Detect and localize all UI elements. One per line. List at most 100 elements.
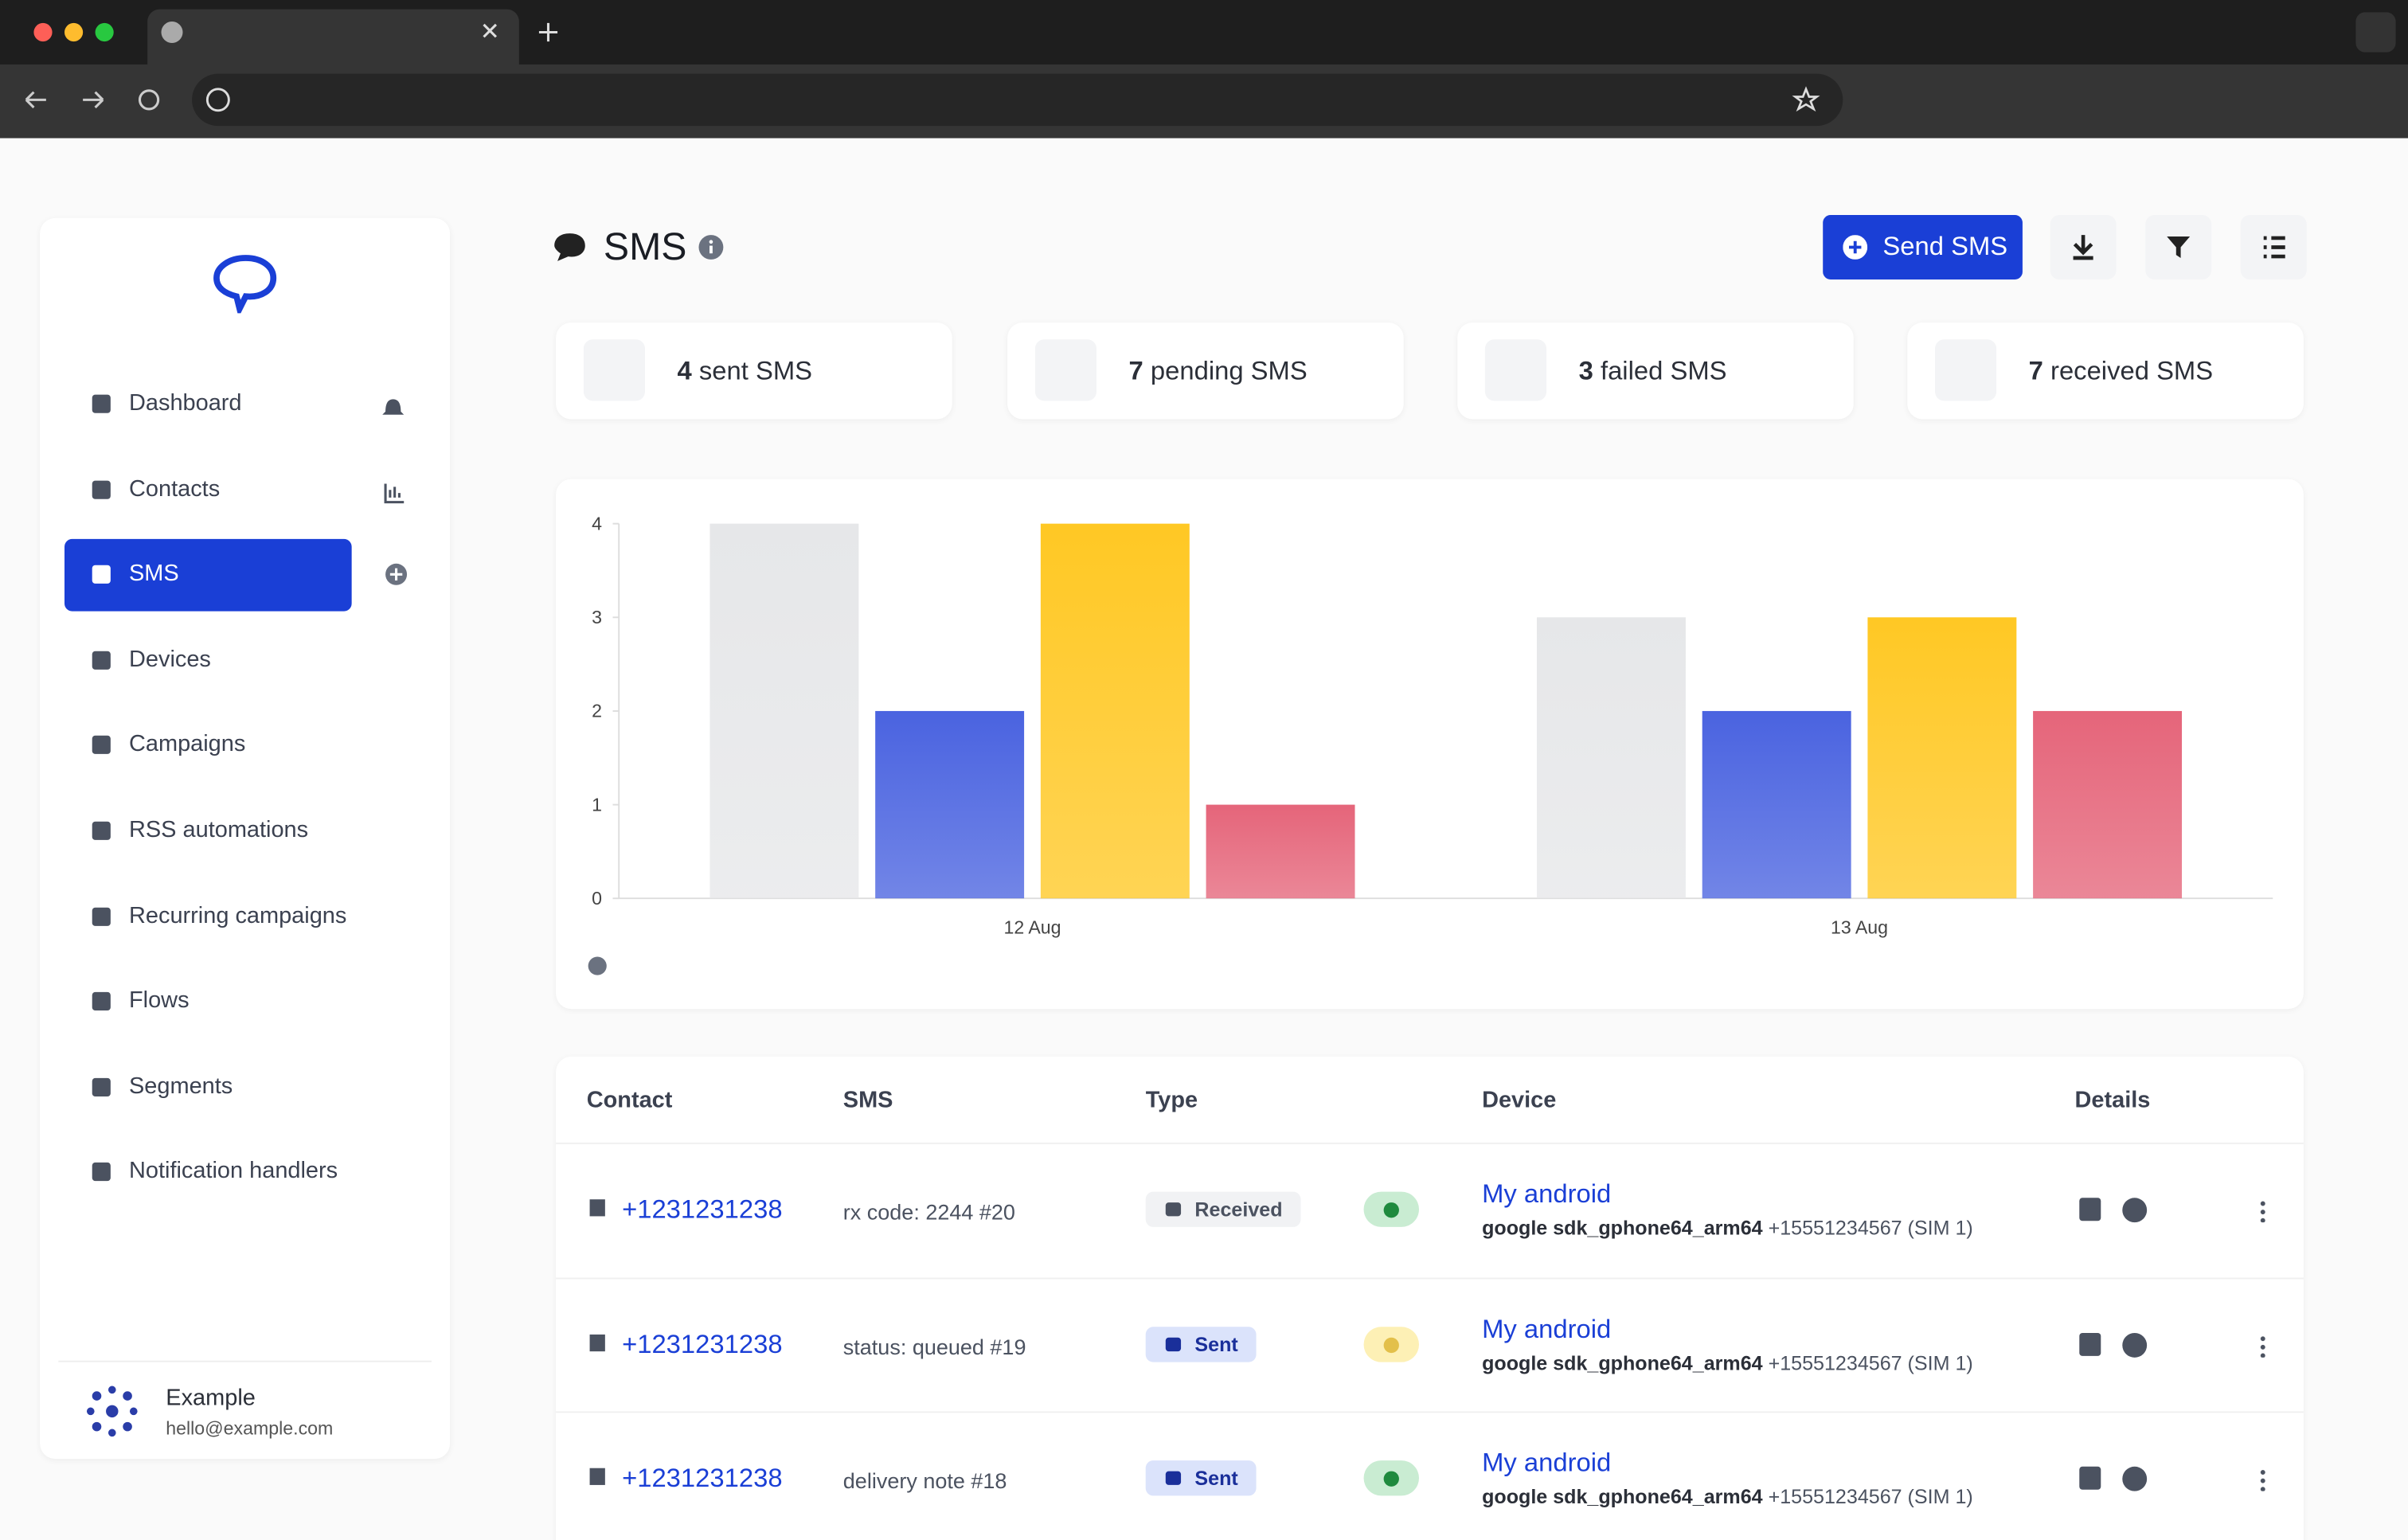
stat-count: 4 bbox=[677, 356, 692, 386]
stat-text: 3 failed SMS bbox=[1579, 356, 1727, 387]
sidebar: Example hello@example.com Dashboard Conta… bbox=[40, 217, 451, 1460]
more-icon[interactable] bbox=[2260, 1199, 2265, 1223]
device-info: google sdk_gphone64_arm64 +15551234567 (… bbox=[1482, 1485, 1973, 1508]
bar bbox=[875, 710, 1025, 899]
row-divider bbox=[556, 1142, 2304, 1144]
stat-label: pending SMS bbox=[1150, 356, 1308, 386]
nav-item[interactable]: Notification handlers bbox=[128, 1158, 338, 1185]
nav-icon bbox=[92, 565, 111, 584]
status-dot bbox=[1383, 1471, 1399, 1487]
type-icon bbox=[1165, 1202, 1182, 1217]
stat-icon bbox=[1934, 339, 1997, 401]
nav-icon bbox=[92, 821, 111, 840]
nav-item[interactable]: Segments bbox=[128, 1073, 233, 1100]
send-sms-button[interactable]: Send SMS bbox=[1823, 214, 2023, 279]
bar bbox=[1206, 804, 1355, 899]
stat-text: 4 sent SMS bbox=[677, 356, 812, 387]
info-icon bbox=[698, 235, 724, 260]
stat-card: 7 pending SMS bbox=[1007, 322, 1404, 420]
device-link[interactable]: My android bbox=[1482, 1448, 1612, 1478]
user-email: hello@example.com bbox=[166, 1417, 334, 1440]
bar bbox=[1702, 710, 1851, 899]
device-number: +15551234567 (SIM 1) bbox=[1768, 1350, 1973, 1374]
status-dot bbox=[1383, 1336, 1399, 1353]
clock-icon[interactable] bbox=[2122, 1332, 2148, 1357]
filter-button[interactable] bbox=[2145, 214, 2212, 279]
y-tick-label: 1 bbox=[592, 794, 602, 815]
stat-count: 7 bbox=[1128, 356, 1143, 386]
nav-icon bbox=[92, 1163, 111, 1182]
type-badge: Received bbox=[1145, 1191, 1301, 1227]
divider bbox=[58, 1360, 432, 1362]
nav-item[interactable]: Devices bbox=[128, 646, 211, 673]
contact-link[interactable]: +1231231238 bbox=[622, 1329, 783, 1358]
x-tick-label: 13 Aug bbox=[1831, 917, 1888, 938]
nav-item[interactable]: Contacts bbox=[128, 475, 221, 502]
y-tick-label: 4 bbox=[592, 513, 602, 534]
device-info: google sdk_gphone64_arm64 +15551234567 (… bbox=[1482, 1216, 1973, 1239]
type-label: Sent bbox=[1194, 1332, 1238, 1355]
plus-icon bbox=[1843, 235, 1868, 260]
flag-icon bbox=[589, 1199, 605, 1217]
y-tick-label: 2 bbox=[592, 701, 602, 721]
flag-icon bbox=[589, 1333, 605, 1351]
bar bbox=[1867, 617, 2017, 899]
download-button[interactable] bbox=[2050, 214, 2117, 279]
nav-icon bbox=[92, 479, 111, 499]
bar bbox=[1040, 523, 1190, 899]
device-info: google sdk_gphone64_arm64 +15551234567 (… bbox=[1482, 1350, 1973, 1374]
type-badge: Sent bbox=[1145, 1326, 1257, 1362]
more-icon[interactable] bbox=[2260, 1333, 2265, 1357]
type-icon bbox=[1165, 1471, 1182, 1485]
calendar-icon[interactable] bbox=[2079, 1466, 2101, 1490]
stat-card: 7 received SMS bbox=[1907, 322, 2304, 420]
list-button[interactable] bbox=[2240, 214, 2307, 279]
filter-icon bbox=[2167, 236, 2191, 258]
nav-item[interactable]: SMS bbox=[128, 561, 179, 588]
stat-label: received SMS bbox=[2050, 356, 2214, 386]
nav-item[interactable]: RSS automations bbox=[128, 816, 309, 843]
stat-icon bbox=[583, 339, 645, 401]
nav-item[interactable]: Flows bbox=[128, 987, 190, 1014]
flag-icon bbox=[589, 1468, 605, 1485]
sms-text: delivery note #18 bbox=[842, 1468, 1007, 1493]
nav-item[interactable]: Recurring campaigns bbox=[128, 902, 347, 929]
column-header: Contact bbox=[586, 1087, 673, 1114]
y-tick-label: 0 bbox=[592, 888, 602, 909]
browser-chrome bbox=[0, 0, 2408, 139]
status-dot bbox=[1383, 1202, 1399, 1218]
calendar-icon[interactable] bbox=[2079, 1332, 2101, 1355]
type-icon bbox=[1165, 1336, 1182, 1351]
more-icon[interactable] bbox=[2260, 1468, 2265, 1491]
user-name: Example bbox=[166, 1385, 256, 1412]
nav-icon bbox=[92, 992, 111, 1011]
device-model: google sdk_gphone64_arm64 bbox=[1482, 1350, 1763, 1374]
stat-card: 3 failed SMS bbox=[1457, 322, 1854, 420]
clock-icon[interactable] bbox=[2122, 1198, 2148, 1223]
stat-count: 7 bbox=[2028, 356, 2043, 386]
nav-icon bbox=[92, 394, 111, 413]
calendar-icon[interactable] bbox=[2079, 1198, 2101, 1221]
nav-icon bbox=[92, 1077, 111, 1096]
contact-link[interactable]: +1231231238 bbox=[622, 1463, 783, 1493]
device-link[interactable]: My android bbox=[1482, 1179, 1612, 1209]
nav-icon bbox=[92, 907, 111, 926]
logo bbox=[213, 255, 277, 314]
list-icon bbox=[2263, 236, 2285, 259]
stat-text: 7 received SMS bbox=[2029, 356, 2213, 387]
nav-item[interactable]: Campaigns bbox=[128, 731, 246, 758]
device-model: google sdk_gphone64_arm64 bbox=[1482, 1484, 1763, 1508]
clock-icon[interactable] bbox=[2122, 1466, 2148, 1491]
nav-item[interactable]: Dashboard bbox=[128, 389, 242, 416]
bar bbox=[2033, 710, 2183, 899]
type-label: Sent bbox=[1194, 1466, 1238, 1490]
chart: 0 1 2 3 4 12 Aug 13 Aug bbox=[588, 513, 2273, 975]
active-nav-bg bbox=[64, 538, 352, 612]
bar bbox=[1536, 617, 1686, 899]
nav-icon bbox=[92, 651, 111, 670]
device-link[interactable]: My android bbox=[1482, 1313, 1612, 1343]
contact-link[interactable]: +1231231238 bbox=[622, 1194, 783, 1225]
